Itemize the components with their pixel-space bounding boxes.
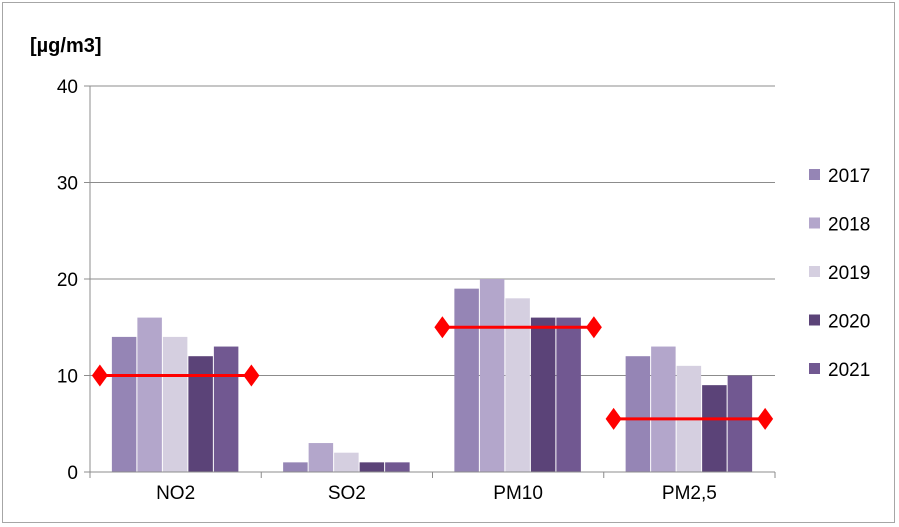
bar-2019-pm10: [505, 298, 530, 472]
bars: [111, 279, 753, 472]
limit-lines: [91, 316, 774, 430]
bar-2020-no2: [188, 356, 213, 472]
x-category-label: PM10: [493, 483, 543, 504]
bar-2021-no2: [213, 346, 239, 472]
bar-2018-no2: [137, 317, 162, 472]
legend: 2017 2018 2019 2020 2021: [809, 166, 870, 381]
bar-2019-so2: [334, 452, 359, 472]
legend-label-2018: 2018: [828, 215, 870, 236]
x-category-label: NO2: [156, 483, 195, 504]
legend-label-2019: 2019: [828, 263, 870, 284]
bar-2021-pm10: [556, 317, 581, 472]
bar-2019-no2: [162, 336, 188, 472]
limit-marker: [434, 316, 451, 339]
legend-swatch-2017: [809, 169, 820, 180]
legend-label-2020: 2020: [828, 312, 870, 333]
bar-2021-pm25: [727, 375, 753, 472]
legend-swatch-2021: [809, 363, 820, 374]
bar-2021-so2: [385, 462, 410, 472]
bar-2018-pm25: [651, 346, 676, 472]
limit-marker: [585, 316, 602, 339]
y-tick-label: 10: [57, 367, 78, 388]
legend-label-2021: 2021: [828, 360, 870, 381]
gridlines: [90, 85, 775, 376]
bar-2018-pm10: [479, 279, 505, 472]
bar-2017-pm25: [625, 356, 651, 472]
bar-2017-so2: [283, 462, 308, 472]
bar-2017-pm10: [454, 288, 479, 472]
bar-2018-so2: [308, 443, 334, 472]
y-tick-label: 0: [67, 463, 78, 484]
axes: 0 10 20 30 40 NO2 SO2 PM10 PM2,5: [57, 77, 776, 504]
y-tick-label: 20: [57, 270, 78, 291]
x-category-label: PM2,5: [662, 483, 717, 504]
legend-label-2017: 2017: [828, 166, 870, 187]
x-category-label: SO2: [328, 483, 366, 504]
bar-2020-pm25: [702, 385, 727, 472]
legend-swatch-2018: [809, 217, 820, 229]
limit-marker: [91, 364, 108, 387]
y-tick-label: 40: [57, 77, 78, 98]
y-tick-label: 30: [57, 174, 78, 195]
bar-2017-no2: [111, 336, 137, 472]
limit-marker: [605, 407, 622, 430]
bar-2020-so2: [359, 462, 385, 472]
legend-swatch-2019: [809, 266, 820, 277]
legend-swatch-2020: [809, 314, 820, 326]
y-axis-unit-label: [µg/m3]: [30, 35, 102, 57]
limit-marker: [243, 364, 260, 387]
bar-2020-pm10: [530, 317, 556, 472]
limit-marker: [757, 407, 774, 430]
